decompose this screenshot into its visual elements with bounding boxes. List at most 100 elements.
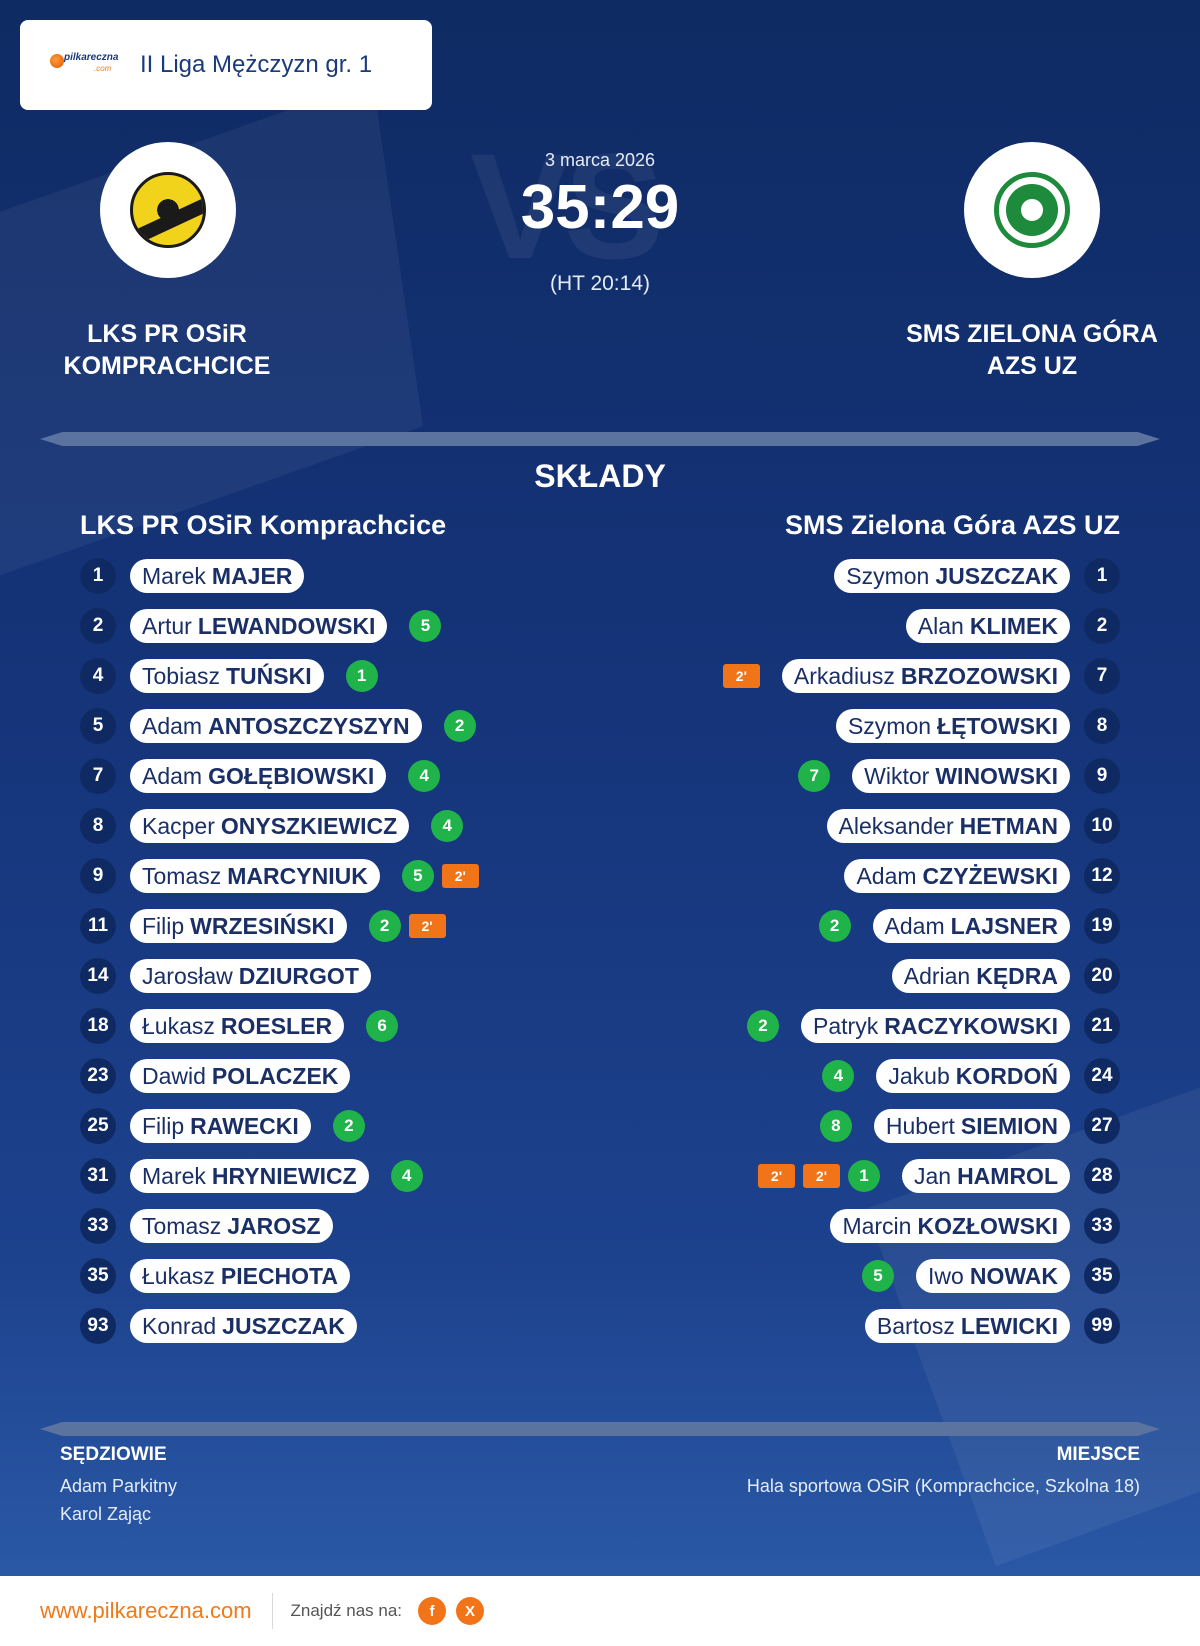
player-row: 1 Marek MAJER — [80, 558, 305, 594]
player-first-name: Artur — [142, 612, 192, 639]
player-name: Tomasz MARCYNIUK — [130, 859, 380, 893]
logo-subtext: .com — [94, 64, 112, 73]
player-row: 9 Wiktor WINOWSKI 7 — [798, 758, 1120, 794]
player-last-name: WRZESIŃSKI — [190, 912, 335, 939]
player-row: 1 Szymon JUSZCZAK — [834, 558, 1120, 594]
pilkareczna-logo[interactable]: pilkareczna .com — [50, 50, 120, 80]
goals-badge: 7 — [798, 760, 831, 792]
goals-badge: 4 — [390, 1160, 423, 1192]
player-name: Hubert SIEMION — [873, 1109, 1070, 1143]
player-row: 35 Iwo NOWAK 5 — [862, 1258, 1120, 1294]
player-number: 27 — [1084, 1108, 1120, 1144]
home-team-name-line: KOMPRACHCICE — [63, 352, 271, 380]
goals-badge: 2 — [818, 910, 851, 942]
player-name: Arkadiusz BRZOZOWSKI — [781, 659, 1070, 693]
player-stats: 4 — [431, 810, 464, 842]
away-team-name-line: SMS ZIELONA GÓRA — [906, 320, 1158, 348]
player-number: 14 — [80, 958, 116, 994]
player-number: 10 — [1084, 808, 1120, 844]
player-stats: 4 — [390, 1160, 423, 1192]
player-last-name: KLIMEK — [969, 612, 1058, 639]
footer-separator — [271, 1593, 273, 1629]
player-first-name: Marek — [142, 562, 206, 589]
player-number: 8 — [1084, 708, 1120, 744]
lineups-title: SKŁADY — [534, 458, 666, 494]
player-number: 25 — [80, 1108, 116, 1144]
player-first-name: Adam — [142, 762, 203, 789]
player-first-name: Szymon — [846, 562, 930, 589]
player-name: Szymon JUSZCZAK — [834, 559, 1070, 593]
player-row: 33 Marcin KOZŁOWSKI — [830, 1208, 1120, 1244]
player-first-name: Arkadiusz — [793, 662, 895, 689]
player-last-name: TUŃSKI — [225, 662, 312, 689]
player-row: 4 Tobiasz TUŃSKI 1 — [80, 658, 378, 694]
player-first-name: Hubert — [885, 1112, 955, 1139]
player-last-name: GOŁĘBIOWSKI — [208, 762, 375, 789]
player-last-name: HRYNIEWICZ — [211, 1162, 357, 1189]
player-first-name: Marcin — [842, 1212, 912, 1239]
goals-badge: 4 — [408, 760, 441, 792]
player-row: 9 Tomasz MARCYNIUK 5 2' — [80, 858, 479, 894]
player-first-name: Jan — [913, 1162, 952, 1189]
suspension-badge: 2' — [757, 1164, 795, 1188]
player-name: Filip WRZESIŃSKI — [130, 909, 347, 943]
player-stats: 1 2' 2' — [757, 1160, 880, 1192]
player-last-name: BRZOZOWSKI — [900, 662, 1058, 689]
player-stats: 2 — [818, 910, 851, 942]
venue-label: MIEJSCE — [1056, 1444, 1140, 1465]
player-last-name: LAJSNER — [950, 912, 1058, 939]
player-row: 10 Aleksander HETMAN — [826, 808, 1120, 844]
player-name: Patryk RACZYKOWSKI — [801, 1009, 1070, 1043]
player-name: Kacper ONYSZKIEWICZ — [130, 809, 410, 843]
player-row: 8 Szymon ŁĘTOWSKI — [835, 708, 1120, 744]
goals-badge: 2 — [747, 1010, 780, 1042]
player-number: 21 — [1084, 1008, 1120, 1044]
vs-watermark: VS — [470, 122, 664, 290]
player-number: 2 — [1084, 608, 1120, 644]
goals-badge: 1 — [345, 660, 378, 692]
x-icon[interactable]: X — [456, 1597, 485, 1625]
away-lineup-title: SMS Zielona Góra AZS UZ — [784, 510, 1120, 540]
player-number: 99 — [1084, 1308, 1120, 1344]
player-first-name: Filip — [142, 1112, 185, 1139]
player-number: 8 — [80, 808, 116, 844]
referees-label: SĘDZIOWIE — [60, 1444, 167, 1465]
goals-badge: 5 — [409, 610, 442, 642]
player-name: Alan KLIMEK — [905, 609, 1070, 643]
player-last-name: KĘDRA — [976, 962, 1058, 989]
player-stats: 8 — [819, 1110, 852, 1142]
player-name: Iwo NOWAK — [916, 1259, 1070, 1293]
home-lineup-title: LKS PR OSiR Komprachcice — [80, 510, 447, 540]
player-last-name: JUSZCZAK — [222, 1312, 345, 1339]
player-number: 28 — [1084, 1158, 1120, 1194]
suspension-badge: 2' — [441, 864, 479, 888]
player-last-name: NOWAK — [969, 1262, 1058, 1289]
facebook-icon[interactable]: f — [418, 1597, 447, 1625]
player-name: Łukasz ROESLER — [130, 1009, 345, 1043]
match-date: 3 marca 2026 — [544, 150, 656, 170]
final-score: 35:29 — [520, 173, 680, 242]
player-last-name: WINOWSKI — [935, 762, 1058, 789]
player-row: 2 Artur LEWANDOWSKI 5 — [80, 608, 442, 644]
player-name: Jan HAMROL — [901, 1159, 1070, 1193]
player-last-name: DZIURGOT — [238, 962, 359, 989]
player-row: 7 Arkadiusz BRZOZOWSKI 2' — [722, 658, 1120, 694]
player-first-name: Łukasz — [142, 1262, 215, 1289]
player-last-name: RACZYKOWSKI — [884, 1012, 1058, 1039]
player-stats: 2 — [443, 710, 476, 742]
player-row: 31 Marek HRYNIEWICZ 4 — [80, 1158, 423, 1194]
player-number: 24 — [1084, 1058, 1120, 1094]
player-number: 4 — [80, 658, 116, 694]
goals-badge: 4 — [431, 810, 464, 842]
player-number: 2 — [80, 608, 116, 644]
suspension-badge: 2' — [722, 664, 760, 688]
player-name: Wiktor WINOWSKI — [852, 759, 1070, 793]
player-row: 27 Hubert SIEMION 8 — [819, 1108, 1120, 1144]
player-row: 5 Adam ANTOSZCZYSZYN 2 — [80, 708, 476, 744]
player-stats: 1 — [345, 660, 378, 692]
player-row: 93 Konrad JUSZCZAK — [80, 1308, 357, 1344]
player-first-name: Alan — [917, 612, 964, 639]
website-link[interactable]: www.pilkareczna.com — [40, 1598, 252, 1623]
away-team-name-line: AZS UZ — [986, 352, 1078, 380]
player-name: Marek HRYNIEWICZ — [130, 1159, 369, 1193]
